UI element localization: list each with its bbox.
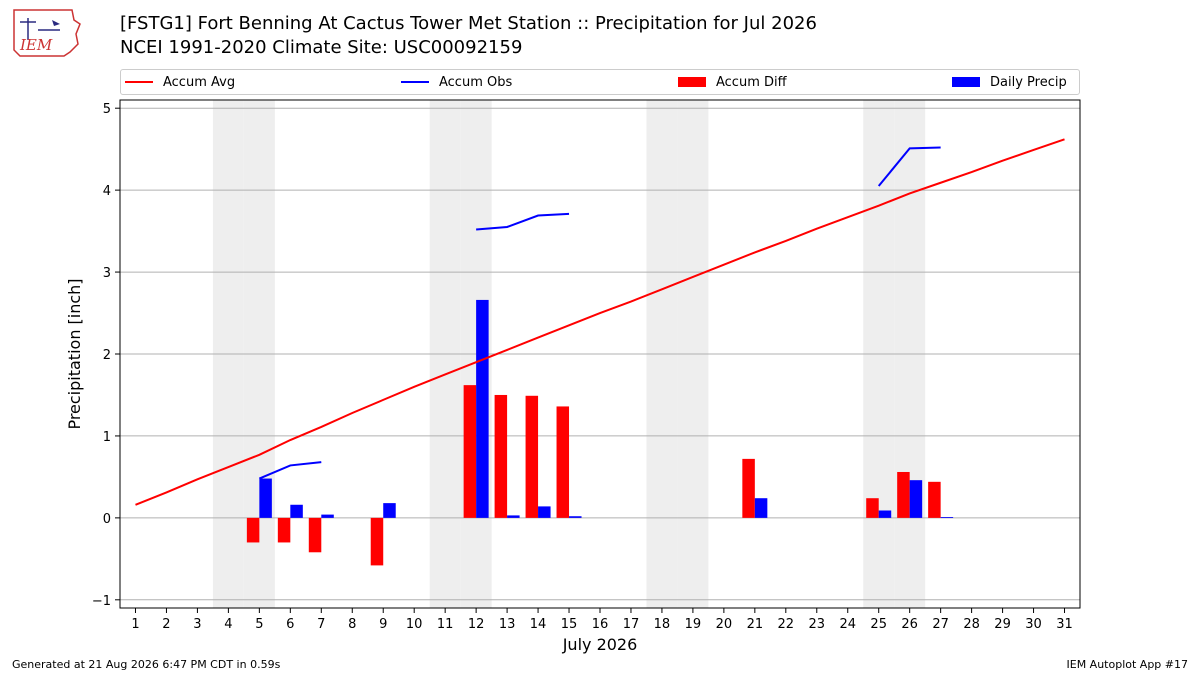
- accum-diff-swatch: [678, 77, 706, 87]
- chart-title: [FSTG1] Fort Benning At Cactus Tower Met…: [120, 13, 817, 34]
- accum-avg-line: [135, 138, 1065, 506]
- x-tick-label: 10: [406, 617, 423, 632]
- legend-item-accum-obs: Accum Obs: [401, 73, 512, 91]
- daily-precip-bar: [383, 503, 396, 518]
- y-tick-label: 0: [103, 512, 111, 527]
- y-tick-label: −1: [92, 594, 111, 609]
- accum-diff-bar: [897, 471, 910, 518]
- x-tick-label: 20: [716, 617, 733, 632]
- x-tick-label: 18: [654, 617, 671, 632]
- daily-precip-bar: [507, 515, 520, 518]
- accum-diff-bar: [277, 517, 291, 543]
- accum-diff-bar: [370, 517, 384, 566]
- x-tick-label: 14: [530, 617, 547, 632]
- y-tick-label: 4: [103, 184, 111, 199]
- daily-precip-bar: [909, 480, 923, 518]
- x-tick-label: 27: [932, 617, 949, 632]
- x-tick-label: 23: [809, 617, 826, 632]
- daily-precip-bar: [569, 516, 582, 518]
- accum-diff-bar: [525, 395, 539, 518]
- accum-diff-bar: [246, 517, 260, 543]
- accum-diff-bar: [866, 498, 879, 518]
- x-tick-label: 12: [468, 617, 485, 632]
- x-tick-label: 30: [1025, 617, 1042, 632]
- legend-item-daily-precip: Daily Precip: [952, 73, 1067, 91]
- x-tick-label: 11: [437, 617, 454, 632]
- x-tick-label: 28: [963, 617, 980, 632]
- legend: Accum Avg Accum Obs Accum Diff Daily Pre…: [120, 69, 1080, 95]
- accum-diff-bar: [928, 481, 941, 518]
- x-tick-label: 9: [379, 617, 387, 632]
- accum-diff-bar: [742, 458, 755, 518]
- x-tick-label: 7: [317, 617, 325, 632]
- x-axis-label: July 2026: [562, 635, 638, 654]
- x-tick-label: 25: [870, 617, 887, 632]
- x-tick-label: 2: [162, 617, 170, 632]
- y-tick-label: 3: [103, 266, 111, 281]
- daily-precip-swatch: [952, 77, 980, 87]
- accum-obs-swatch: [401, 81, 429, 83]
- accum-avg-swatch: [125, 81, 153, 83]
- x-tick-label: 17: [623, 617, 640, 632]
- legend-label: Accum Obs: [439, 74, 513, 90]
- daily-precip-bar: [476, 299, 489, 518]
- legend-item-accum-avg: Accum Avg: [125, 73, 235, 91]
- legend-item-accum-diff: Accum Diff: [678, 73, 787, 91]
- x-tick-label: 4: [224, 617, 232, 632]
- legend-label: Daily Precip: [990, 74, 1067, 90]
- x-tick-label: 31: [1056, 617, 1073, 632]
- x-tick-label: 19: [685, 617, 702, 632]
- accum-obs-line: [476, 212, 570, 231]
- daily-precip-bar: [290, 504, 303, 518]
- accum-diff-bar: [494, 394, 508, 518]
- x-tick-label: 16: [592, 617, 609, 632]
- accum-obs-line: [258, 461, 322, 480]
- x-tick-label: 8: [348, 617, 356, 632]
- daily-precip-bar: [754, 498, 768, 518]
- iem-logo: IEM: [13, 9, 81, 57]
- accum-obs-line: [877, 146, 941, 187]
- logo-text: IEM: [19, 36, 53, 54]
- x-tick-label: 13: [499, 617, 516, 632]
- legend-label: Accum Avg: [163, 74, 236, 90]
- x-tick-label: 5: [255, 617, 263, 632]
- daily-precip-bar: [940, 517, 954, 518]
- daily-precip-bar: [538, 506, 551, 518]
- x-tick-label: 21: [747, 617, 764, 632]
- x-tick-label: 29: [994, 617, 1011, 632]
- x-tick-label: 24: [839, 617, 856, 632]
- y-tick-label: 2: [103, 348, 111, 363]
- y-axis-label: Precipitation [inch]: [65, 278, 84, 429]
- accum-diff-bar: [308, 517, 322, 553]
- x-tick-label: 1: [131, 617, 139, 632]
- y-tick-label: 5: [103, 102, 111, 117]
- daily-precip-bar: [321, 514, 334, 518]
- x-tick-label: 15: [561, 617, 578, 632]
- y-tick-label: 1: [103, 430, 111, 445]
- generated-note: Generated at 21 Aug 2026 6:47 PM CDT in …: [12, 658, 281, 671]
- accum-diff-bar: [556, 406, 570, 518]
- x-tick-label: 6: [286, 617, 294, 632]
- daily-precip-bar: [259, 478, 272, 518]
- x-tick-label: 26: [901, 617, 918, 632]
- daily-precip-bar: [878, 510, 892, 518]
- app-note: IEM Autoplot App #17: [1066, 658, 1189, 671]
- legend-label: Accum Diff: [716, 74, 787, 90]
- accum-diff-bar: [463, 385, 477, 518]
- chart-subtitle: NCEI 1991-2020 Climate Site: USC00092159: [120, 37, 523, 58]
- x-tick-label: 3: [193, 617, 201, 632]
- x-tick-label: 22: [778, 617, 795, 632]
